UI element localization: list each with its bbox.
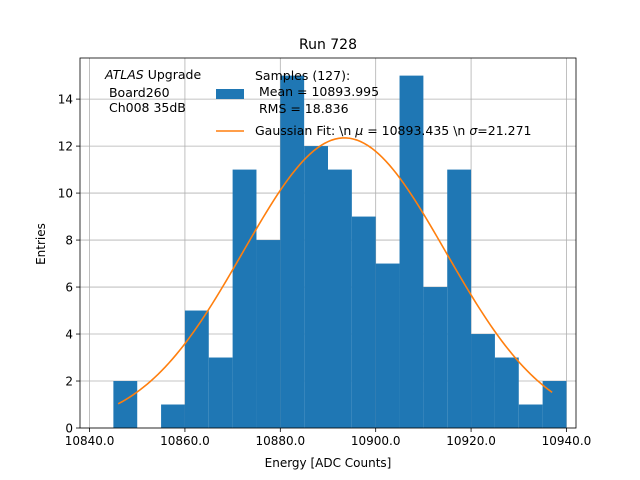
legend-fit-mu-text: = 10893.435 \n (363, 123, 469, 138)
annotation-line-3: Ch008 35dB (105, 100, 186, 115)
x-axis-label: Energy [ADC Counts] (265, 456, 392, 470)
legend-hist-swatch (216, 89, 244, 99)
x-tick-label: 10900.0 (351, 434, 401, 448)
x-tick-label: 10920.0 (446, 434, 496, 448)
legend-fit-label: Gaussian Fit: \n μ = 10893.435 \n σ=21.2… (255, 123, 532, 138)
y-tick-label: 10 (58, 187, 73, 201)
legend-fit-sigma-text: =21.271 (477, 123, 531, 138)
histogram-bar (399, 75, 424, 428)
legend-hist-line-3: RMS = 18.836 (255, 101, 349, 116)
annotation-line-1: ATLAS Upgrade (104, 67, 201, 82)
histogram-bar (423, 287, 448, 428)
histogram-bar (161, 404, 185, 428)
histogram-bar (494, 357, 519, 428)
histogram-bar (328, 169, 352, 429)
plot-frame (79, 57, 577, 429)
y-tick-label: 0 (65, 422, 73, 436)
gaussian-fit-line (117, 137, 553, 405)
histogram-bars (113, 75, 567, 429)
histogram-bar (113, 381, 138, 428)
histogram-bar (232, 169, 257, 429)
x-tick-label: 10880.0 (255, 434, 305, 448)
axis-ticks: 10840.0 10860.0 10880.0 10900.0 10920.0 10940… (58, 93, 592, 448)
annotation-line-2: Board260 (105, 85, 170, 100)
legend-fit-sigma-symbol: σ (469, 123, 478, 138)
y-tick-label: 6 (65, 281, 73, 295)
x-tick-label: 10840.0 (65, 434, 115, 448)
gaussian-fit (117, 137, 553, 405)
histogram-bar (351, 216, 376, 428)
histogram-bar (208, 357, 233, 428)
x-tick-label: 10940.0 (542, 434, 592, 448)
annotation-upgrade-text: Upgrade (144, 67, 202, 82)
histogram-bar (280, 75, 305, 428)
y-tick-label: 8 (65, 234, 73, 248)
histogram-bar (184, 310, 209, 428)
histogram-bar (375, 263, 400, 428)
histogram-bar (256, 240, 281, 428)
histogram-bar (304, 146, 328, 428)
y-tick-label: 4 (65, 328, 73, 342)
y-axis-label: Entries (34, 223, 48, 265)
y-tick-label: 2 (65, 375, 73, 389)
histogram-bar (447, 169, 472, 429)
legend-hist-line-2: Mean = 10893.995 (255, 84, 379, 99)
chart-title: Run 728 (299, 37, 357, 53)
histogram-bar (518, 404, 543, 428)
atlas-annotation: ATLAS Upgrade Board260 Ch008 35dB (104, 67, 201, 115)
histogram-bar (542, 381, 567, 428)
legend-hist-line-1: Samples (127): (255, 68, 350, 83)
y-tick-label: 12 (58, 140, 73, 154)
atlas-italic-label: ATLAS (104, 67, 144, 82)
y-tick-label: 14 (58, 93, 73, 107)
legend: Samples (127): Mean = 10893.995 RMS = 18… (216, 68, 532, 138)
legend-fit-prefix: Gaussian Fit: \n (255, 123, 355, 138)
x-tick-label: 10860.0 (160, 434, 210, 448)
legend-fit-mu-symbol: μ (354, 123, 363, 138)
histogram-bar (471, 334, 495, 428)
